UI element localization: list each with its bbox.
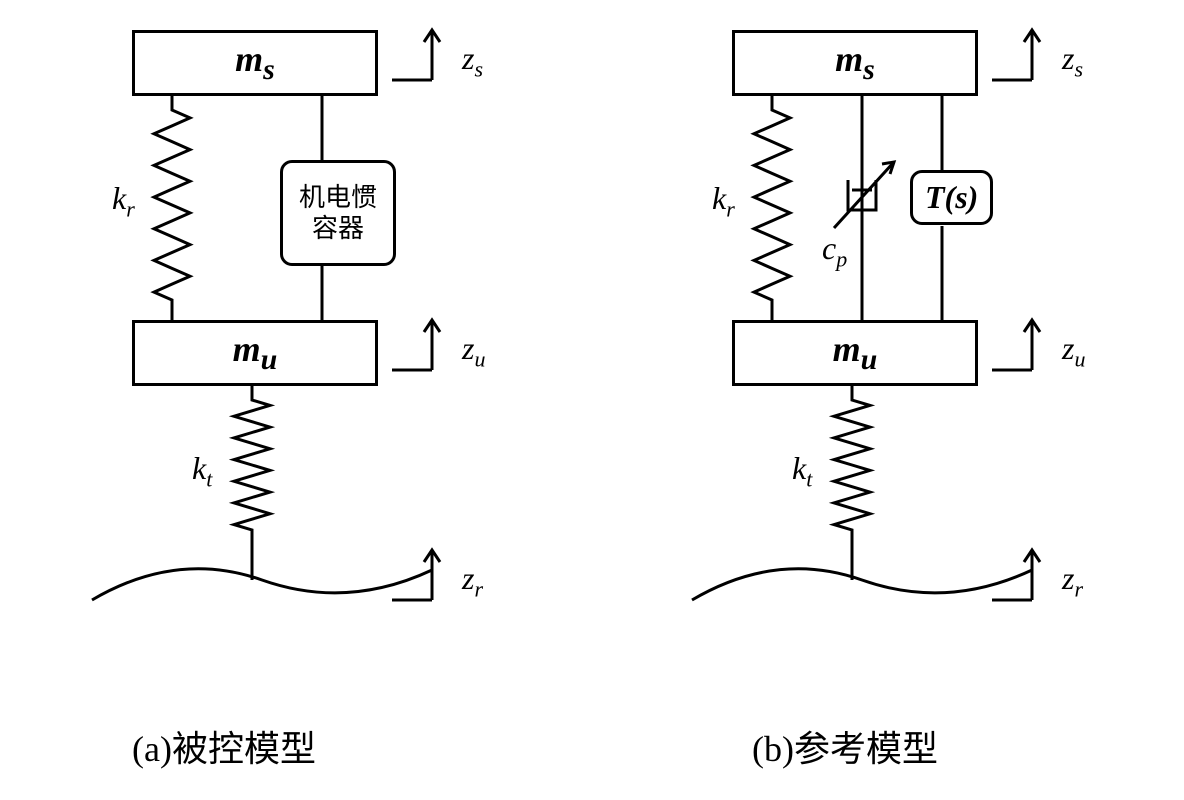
kr-label-b: kr — [712, 180, 735, 222]
caption-b: (b)参考模型 — [752, 720, 938, 772]
mu-label: mu — [233, 328, 278, 377]
ts-label: T(s) — [925, 179, 978, 216]
kt-label-a: kt — [192, 450, 212, 492]
mass-ms-b: ms — [732, 30, 978, 96]
zr-label-a: zr — [462, 560, 483, 602]
diagram-container: ms mu 机电惯 容器 kr kt zs zu zr (a)被控模型 — [20, 20, 1164, 780]
zs-label-b: zs — [1062, 40, 1083, 82]
model-a: ms mu 机电惯 容器 kr kt zs zu zr (a)被控模型 — [52, 20, 532, 780]
inerter-box: 机电惯 容器 — [280, 160, 396, 266]
zu-label-b: zu — [1062, 330, 1085, 372]
caption-a: (a)被控模型 — [132, 720, 316, 772]
mass-mu-b: mu — [732, 320, 978, 386]
ms-label-b: ms — [835, 38, 875, 87]
mu-label-b: mu — [833, 328, 878, 377]
zs-label-a: zs — [462, 40, 483, 82]
mass-ms-a: ms — [132, 30, 378, 96]
kr-label-a: kr — [112, 180, 135, 222]
zr-label-b: zr — [1062, 560, 1083, 602]
ms-label: ms — [235, 38, 275, 87]
mass-mu-a: mu — [132, 320, 378, 386]
kt-label-b: kt — [792, 450, 812, 492]
cp-label-b: cp — [822, 230, 847, 272]
ts-box: T(s) — [910, 170, 993, 225]
model-b: ms mu T(s) kr cp kt zs zu zr (b)参考模型 — [652, 20, 1132, 780]
zu-label-a: zu — [462, 330, 485, 372]
